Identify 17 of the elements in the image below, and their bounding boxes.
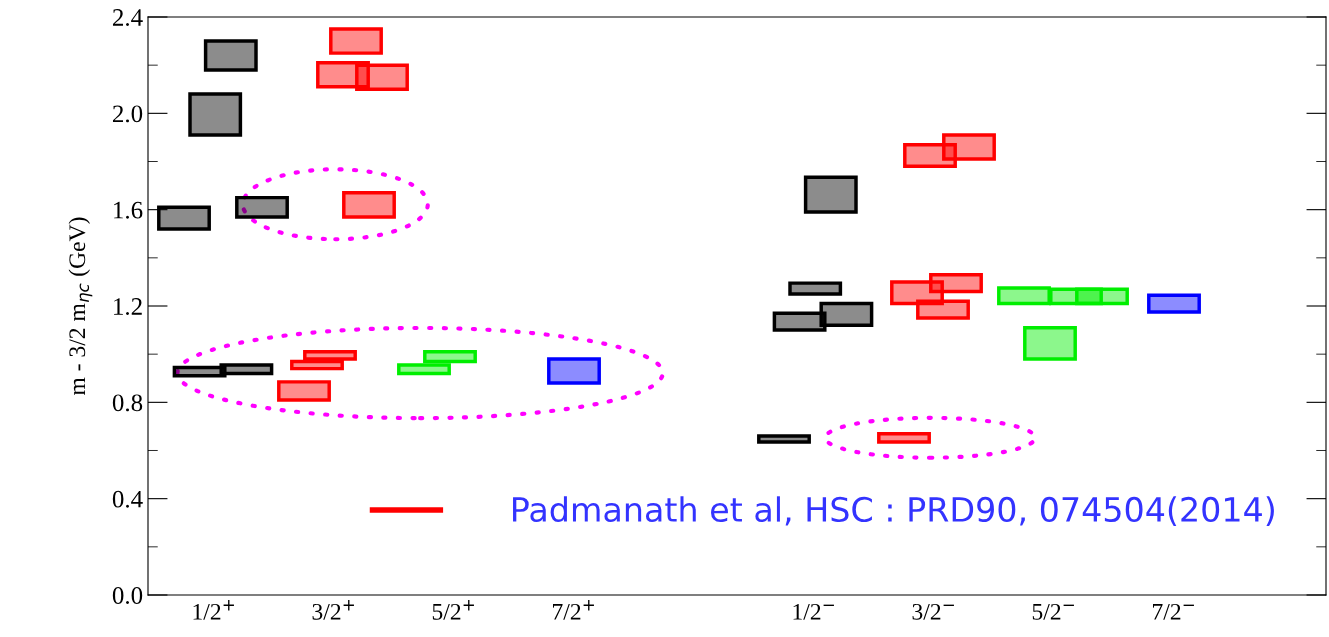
legend-label: Padmanath et al, HSC : PRD90, 074504(2014) (513, 496, 1274, 527)
y-tick-label: 0.0 (112, 587, 143, 605)
x-tick-label: 5/2$^{−}$ (1032, 603, 1074, 620)
x-tick-label: 7/2$^{+}$ (553, 600, 594, 620)
x-tick-label: 5/2$^{+}$ (432, 600, 474, 620)
y-axis-title: m - 3/2 m$_{ηc}$ (GeV) (68, 217, 93, 396)
y-tick-label: 1.6 (114, 201, 143, 219)
y-tick-label: 0.8 (112, 394, 143, 412)
x-tick-label: 7/2$^{−}$ (1153, 603, 1194, 620)
y-tick-label: 2.0 (112, 105, 143, 123)
x-tick-label: 1/2$^{+}$ (193, 600, 234, 620)
y-tick-label: 2.4 (112, 9, 143, 27)
x-tick-label: 3/2$^{−}$ (912, 603, 954, 620)
x-tick-label: 1/2$^{−}$ (793, 603, 834, 620)
y-tick-label: 0.4 (112, 490, 143, 508)
y-tick-label: 1.2 (114, 298, 142, 316)
x-tick-label: 3/2$^{+}$ (312, 600, 354, 620)
